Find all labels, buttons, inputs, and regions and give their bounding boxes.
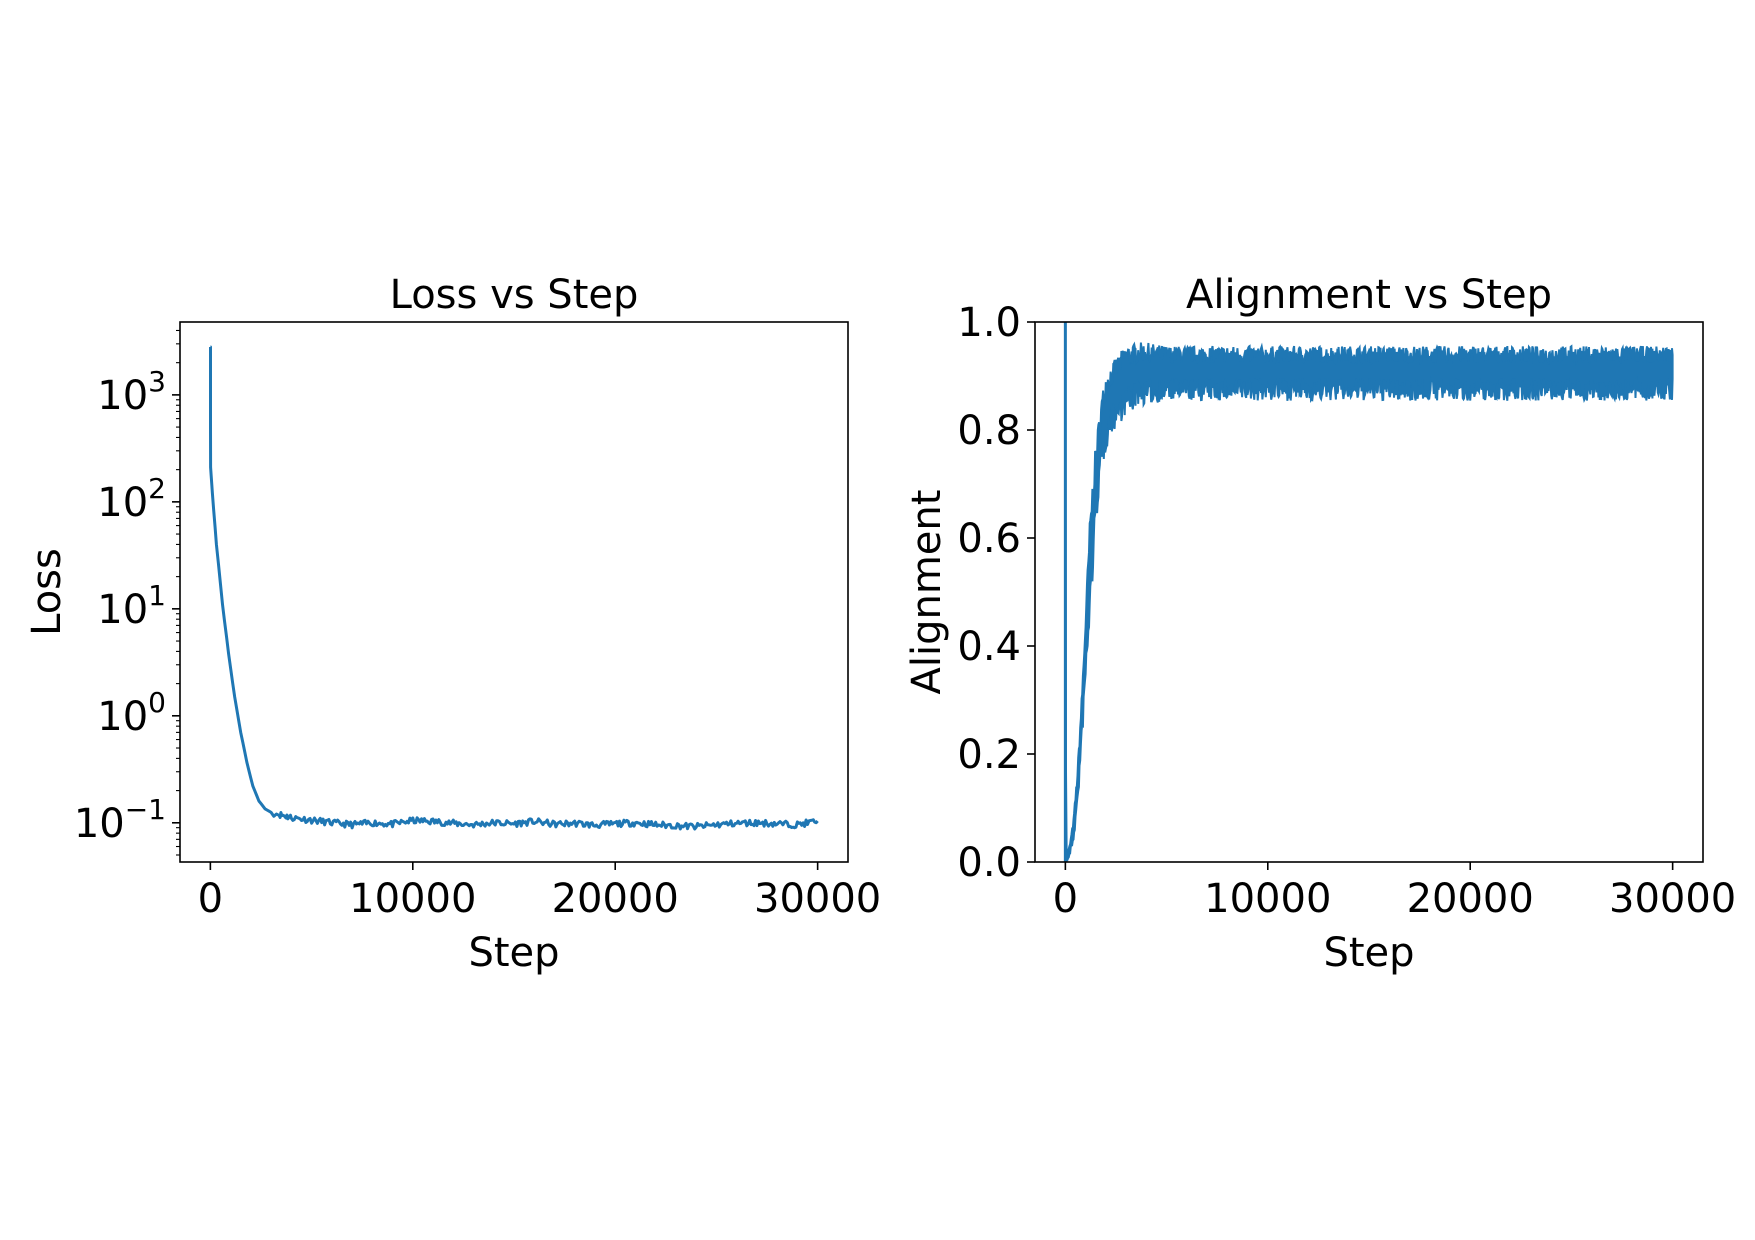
y-tick-label: 0.0	[957, 840, 1021, 886]
chart-title: Alignment vs Step	[1186, 272, 1552, 318]
y-tick-label: 100	[97, 686, 166, 740]
x-tick-label: 10000	[349, 876, 476, 922]
y-tick-label: 101	[97, 579, 166, 633]
plot-frame	[1034, 321, 1704, 863]
y-tick-label: 0.8	[957, 408, 1021, 454]
y-tick-label: 1.0	[957, 300, 1021, 346]
y-tick-label: 0.6	[957, 516, 1021, 562]
x-tick-label: 20000	[552, 876, 679, 922]
alignment-initial-line	[1063, 322, 1071, 862]
x-axis-label: Step	[1323, 930, 1414, 976]
x-axis-label: Step	[468, 930, 559, 976]
plot-frame	[179, 321, 849, 863]
x-tick-label: 30000	[1609, 876, 1736, 922]
x-tick-label: 20000	[1407, 876, 1534, 922]
y-tick-label: 0.2	[957, 732, 1021, 778]
chart-title: Loss vs Step	[390, 272, 639, 318]
y-tick-label: 0.4	[957, 624, 1021, 670]
loss-chart: 0 10000 20000 30000 10−1 100 101 102 103 Loss vs …	[24, 272, 881, 976]
y-tick-label: 102	[97, 472, 166, 526]
y-axis-label: Alignment	[904, 490, 950, 695]
x-tick-label: 10000	[1204, 876, 1331, 922]
x-tick-label: 0	[198, 876, 223, 922]
alignment-chart: 0 10000 20000 30000 0.0 0.2 0.4 0.6 0.8 1.0 Alignm…	[904, 272, 1736, 976]
alignment-band	[1064, 322, 1674, 862]
x-tick-label: 0	[1053, 876, 1078, 922]
loss-line	[209, 345, 819, 831]
y-tick-label: 10−1	[74, 793, 166, 847]
y-axis-label: Loss	[24, 548, 70, 636]
x-tick-label: 30000	[754, 876, 881, 922]
y-tick-label: 103	[97, 365, 166, 419]
